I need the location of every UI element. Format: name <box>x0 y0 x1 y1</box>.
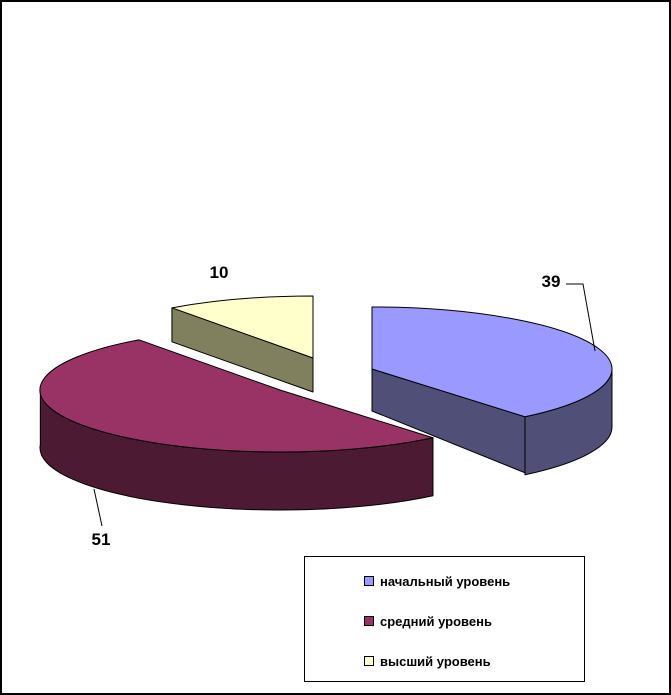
data-label-vysshiy: 10 <box>209 263 229 282</box>
data-label-nachalny: 39 <box>541 272 561 291</box>
legend-label-sredniy: средний уровень <box>380 613 492 629</box>
slice-top-2[interactable] <box>171 295 314 359</box>
legend-swatch-nachalny-icon <box>364 576 374 586</box>
data-label-sredniy: 51 <box>91 530 111 549</box>
legend-item-nachalny[interactable]: начальный уровень <box>364 561 584 601</box>
legend-item-vysshiy[interactable]: высший уровень <box>364 641 584 681</box>
legend[interactable]: начальный уровень средний уровень высший… <box>304 556 585 682</box>
leader-line-nachalny <box>566 283 596 352</box>
legend-swatch-sredniy-icon <box>364 616 374 626</box>
legend-swatch-vysshiy-icon <box>364 656 374 666</box>
legend-label-vysshiy: высший уровень <box>380 653 491 669</box>
legend-label-nachalny: начальный уровень <box>380 573 511 589</box>
legend-item-sredniy[interactable]: средний уровень <box>364 601 584 641</box>
slice-top-0[interactable] <box>371 306 613 418</box>
slice-top-1[interactable] <box>39 339 434 453</box>
leader-line-sredniy <box>93 488 103 527</box>
